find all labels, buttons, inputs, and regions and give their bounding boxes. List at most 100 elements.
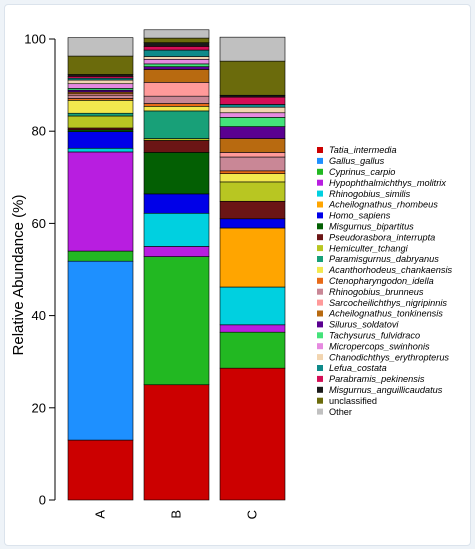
bar-segment-B-Sarcocheilichthys_nigripinnis — [143, 82, 210, 97]
x-tick-label-A: A — [93, 510, 108, 519]
legend-swatch-Parabramis_pekinensis — [317, 375, 323, 382]
bar-segment-A-unclassified — [67, 55, 134, 75]
legend-label-Acheilognathus_tonkinensis: Acheilognathus_tonkinensis — [328, 309, 443, 319]
bar-segment-A-Other — [67, 37, 134, 57]
legend-label-Rhinogobius_brunneus: Rhinogobius_brunneus — [329, 287, 424, 297]
legend-swatch-Silurus_soldatovi — [317, 321, 323, 328]
bar-segment-B-Micropercops_swinhonis — [143, 58, 210, 65]
legend-label-Misgurnus_anguillicaudatus: Misgurnus_anguillicaudatus — [329, 385, 443, 395]
legend-label-Parabramis_pekinensis: Parabramis_pekinensis — [329, 374, 425, 384]
bar-segment-A-Acanthorhodeus_chankaensis — [67, 100, 134, 114]
legend-swatch-Rhinogobius_similis — [317, 190, 323, 197]
y-tick-label-80: 80 — [32, 124, 46, 139]
bar-segment-B-Acanthorhodeus_chankaensis — [143, 106, 210, 112]
bar-segment-C-Parabramis_pekinensis — [219, 96, 286, 105]
bar-segment-B-Paramisgurnus_dabryanus — [143, 110, 210, 139]
legend-swatch-unclassified — [317, 397, 323, 404]
bar-segment-B-Hypophthalmichthys_molitrix — [143, 246, 210, 257]
legend-label-Hypophthalmichthys_molitrix: Hypophthalmichthys_molitrix — [329, 178, 446, 188]
legend-label-Homo_sapiens: Homo_sapiens — [329, 211, 391, 221]
legend-swatch-Paramisgurnus_dabryanus — [317, 256, 323, 262]
bar-segment-A-Homo_sapiens — [67, 131, 134, 149]
legend-swatch-Hemiculter_tchangi — [317, 245, 323, 252]
legend-swatch-Tatia_intermedia — [317, 147, 323, 153]
legend-label-Hemiculter_tchangi: Hemiculter_tchangi — [329, 243, 409, 253]
bar-segment-C-Micropercops_swinhonis — [219, 112, 286, 118]
bar-segment-C-Hypophthalmichthys_molitrix — [219, 324, 286, 333]
legend-label-Acanthorhodeus_chankaensis: Acanthorhodeus_chankaensis — [328, 265, 453, 275]
legend-label-Tachysurus_fulvidraco: Tachysurus_fulvidraco — [329, 331, 420, 341]
bar-segment-C-Ctenopharyngodon_idella — [219, 170, 286, 174]
bar-segment-C-Acheilognathus_rhombeus — [219, 227, 286, 288]
bar-segment-B-unclassified — [143, 37, 210, 43]
y-axis-title: Relative Abundance (%) — [10, 195, 27, 356]
legend-label-Ctenopharyngodon_idella: Ctenopharyngodon_idella — [329, 276, 434, 286]
bar-segment-C-Tatia_intermedia — [219, 367, 286, 501]
legend-label-Cyprinus_carpio: Cyprinus_carpio — [329, 167, 395, 177]
legend-label-Other: Other — [329, 407, 352, 417]
bar-segment-B-Chanodichthys_erythropterus — [143, 56, 210, 60]
legend-swatch-Rhinogobius_brunneus — [317, 288, 323, 295]
bar-segment-A-Tatia_intermedia — [67, 439, 134, 501]
bar-segment-B-Misgurnus_anguillicaudatus — [143, 42, 210, 47]
legend: Tatia_intermediaGallus_gallusCyprinus_ca… — [317, 145, 453, 417]
legend-label-unclassified: unclassified — [329, 396, 377, 406]
legend-label-Paramisgurnus_dabryanus: Paramisgurnus_dabryanus — [329, 254, 439, 264]
bar-segment-B-Homo_sapiens — [143, 193, 210, 214]
legend-label-Rhinogobius_similis: Rhinogobius_similis — [329, 189, 411, 199]
legend-swatch-Micropercops_swinhonis — [317, 343, 323, 350]
y-tick-label-0: 0 — [39, 493, 46, 508]
y-tick-label-20: 20 — [32, 400, 46, 415]
bar-segment-C-Lefua_costata — [219, 104, 286, 108]
bar-segment-B-Rhinogobius_brunneus — [143, 95, 210, 104]
legend-swatch-Ctenopharyngodon_idella — [317, 277, 323, 284]
bar-segment-C-Silurus_soldatovi — [219, 126, 286, 139]
legend-swatch-Misgurnus_anguillicaudatus — [317, 386, 323, 393]
bar-segment-C-unclassified — [219, 60, 286, 96]
bars-layer — [67, 29, 286, 501]
bar-segment-C-Hemiculter_tchangi — [219, 181, 286, 202]
legend-swatch-Cyprinus_carpio — [317, 168, 323, 175]
x-tick-label-B: B — [169, 510, 184, 519]
x-tick-label-C: C — [245, 510, 260, 519]
legend-label-Pseudorasbora_interrupta: Pseudorasbora_interrupta — [329, 232, 435, 242]
legend-swatch-Acanthorhodeus_chankaensis — [317, 266, 323, 273]
bar-segment-C-Other — [219, 36, 286, 62]
bar-segment-A-Rhinogobius_similis — [67, 147, 134, 153]
legend-swatch-Chanodichthys_erythropterus — [317, 354, 323, 361]
bar-segment-C-Tachysurus_fulvidraco — [219, 117, 286, 127]
y-axis: 0 20 40 60 80 100 — [24, 32, 56, 508]
bar-segment-C-Chanodichthys_erythropterus — [219, 106, 286, 114]
bar-segment-B-Acheilognathus_tonkinensis — [143, 69, 210, 83]
bar-segment-A-Micropercops_swinhonis — [67, 83, 134, 89]
bar-segment-B-Parabramis_pekinensis — [143, 46, 210, 51]
legend-label-Gallus_gallus: Gallus_gallus — [329, 156, 385, 166]
bar-segment-A-Hemiculter_tchangi — [67, 115, 134, 129]
y-tick-label-100: 100 — [24, 32, 46, 47]
legend-label-Misgurnus_bipartitus: Misgurnus_bipartitus — [329, 222, 414, 232]
legend-swatch-Other — [317, 408, 323, 415]
legend-swatch-Tachysurus_fulvidraco — [317, 332, 323, 339]
legend-swatch-Hypophthalmichthys_molitrix — [317, 179, 323, 186]
x-axis-labels: A B C — [93, 510, 260, 520]
bar-segment-C-Acheilognathus_tonkinensis — [219, 138, 286, 153]
legend-label-Silurus_soldatovi: Silurus_soldatovi — [329, 320, 399, 330]
bar-segment-B-Cyprinus_carpio — [143, 256, 210, 386]
bar-segment-B-Misgurnus_bipartitus — [143, 152, 210, 195]
legend-swatch-Pseudorasbora_interrupta — [317, 234, 323, 241]
legend-label-Sarcocheilichthys_nigripinnis: Sarcocheilichthys_nigripinnis — [329, 298, 447, 308]
legend-swatch-Acheilognathus_rhombeus — [317, 201, 323, 208]
bar-segment-C-Homo_sapiens — [219, 218, 286, 229]
legend-swatch-Homo_sapiens — [317, 212, 323, 219]
bar-segment-C-Rhinogobius_brunneus — [219, 156, 286, 172]
bar-segment-B-Pseudorasbora_interrupta — [143, 140, 210, 153]
bar-segment-A-Hypophthalmichthys_molitrix — [67, 151, 134, 252]
legend-label-Lefua_costata: Lefua_costata — [329, 363, 387, 373]
y-tick-label-40: 40 — [32, 308, 46, 323]
legend-swatch-Misgurnus_bipartitus — [317, 223, 323, 230]
bar-segment-C-Cyprinus_carpio — [219, 331, 286, 369]
bar-segment-C-Sarcocheilichthys_nigripinnis — [219, 152, 286, 158]
legend-swatch-Sarcocheilichthys_nigripinnis — [317, 299, 323, 306]
